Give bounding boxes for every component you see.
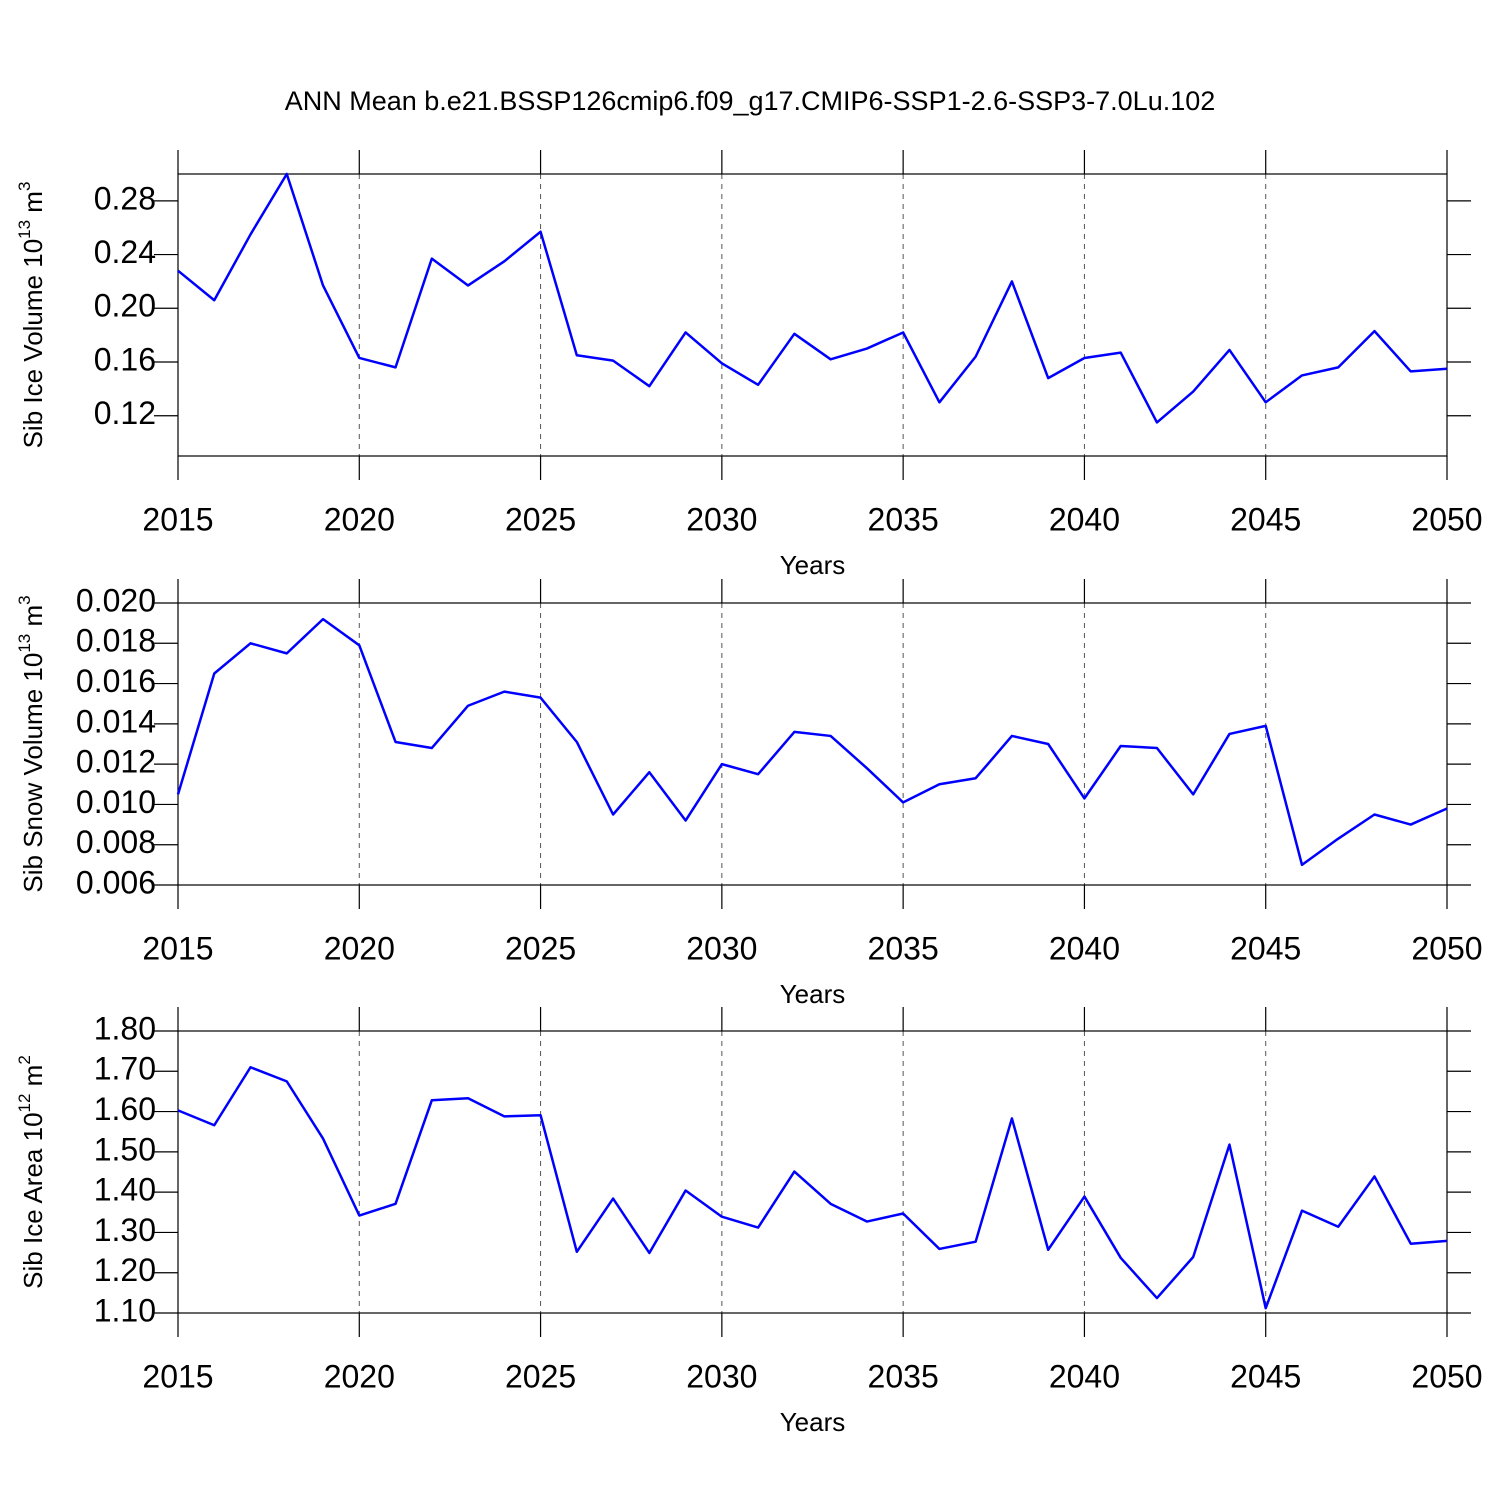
x-tick-label: 2040 [1049, 930, 1120, 966]
y-tick-label: 0.014 [76, 703, 156, 739]
x-tick-label: 2045 [1230, 930, 1301, 966]
y-axis-label-part: m [18, 191, 48, 220]
chart-title: ANN Mean b.e21.BSSP126cmip6.f09_g17.CMIP… [285, 86, 1216, 116]
y-axis-label: Sib Ice Volume 1013 m3 [15, 182, 48, 449]
data-line [177, 1066, 1448, 1310]
x-tick-label: 2030 [686, 930, 757, 966]
y-tick-label: 1.10 [94, 1292, 156, 1328]
x-tick-label: 2040 [1049, 1358, 1120, 1394]
x-tick-label: 2025 [505, 501, 576, 537]
y-tick-label: 1.70 [94, 1051, 156, 1087]
x-tick-label: 2015 [142, 501, 213, 537]
y-tick-label: 1.30 [94, 1212, 156, 1248]
x-axis-label: Years [780, 1407, 846, 1437]
y-axis-label-part: m [18, 605, 48, 634]
y-axis-label-part: 3 [15, 182, 34, 191]
y-axis-label-part: 3 [15, 595, 34, 604]
x-tick-label: 2050 [1411, 930, 1482, 966]
data-line [176, 617, 1448, 867]
y-tick-label: 0.012 [76, 744, 156, 780]
y-tick-label: 0.12 [94, 395, 156, 431]
y-tick-label: 1.40 [94, 1172, 156, 1208]
y-tick-label: 0.006 [76, 864, 156, 900]
x-tick-label: 2020 [324, 501, 395, 537]
x-tick-label: 2040 [1049, 501, 1120, 537]
x-tick-label: 2050 [1411, 501, 1482, 537]
y-tick-label: 1.80 [94, 1010, 156, 1046]
y-axis-label-part: Sib Ice Volume 10 [18, 239, 48, 449]
data-line [177, 172, 1448, 424]
y-tick-label: 0.008 [76, 824, 156, 860]
y-tick-label: 1.60 [94, 1091, 156, 1127]
x-tick-label: 2020 [324, 930, 395, 966]
y-tick-label: 0.20 [94, 288, 156, 324]
y-axis-label: Sib Ice Area 1012 m2 [15, 1055, 48, 1289]
x-tick-label: 2035 [868, 1358, 939, 1394]
x-tick-label: 2050 [1411, 1358, 1482, 1394]
y-axis-label-part: m [18, 1065, 48, 1094]
y-tick-label: 0.020 [76, 582, 156, 618]
y-tick-label: 0.010 [76, 784, 156, 820]
plot-frame [177, 602, 1448, 886]
plot-frame [177, 1030, 1448, 1314]
x-tick-label: 2025 [505, 930, 576, 966]
x-tick-label: 2035 [868, 501, 939, 537]
x-axis-label: Years [780, 550, 846, 580]
x-tick-label: 2045 [1230, 1358, 1301, 1394]
y-axis-label: Sib Snow Volume 1013 m3 [15, 595, 48, 892]
y-axis-label-part: Sib Snow Volume 10 [18, 653, 48, 893]
x-tick-label: 2015 [142, 1358, 213, 1394]
x-tick-label: 2030 [686, 501, 757, 537]
x-tick-label: 2015 [142, 930, 213, 966]
y-axis-label-part: Sib Ice Area 10 [18, 1112, 48, 1288]
y-axis-label-part: 12 [15, 1094, 34, 1113]
y-tick-label: 1.20 [94, 1252, 156, 1288]
x-axis-label: Years [780, 979, 846, 1009]
x-tick-label: 2025 [505, 1358, 576, 1394]
y-tick-label: 0.016 [76, 663, 156, 699]
y-axis-label-part: 13 [15, 220, 34, 239]
y-tick-label: 0.16 [94, 341, 156, 377]
x-tick-label: 2030 [686, 1358, 757, 1394]
y-tick-label: 1.50 [94, 1131, 156, 1167]
x-tick-label: 2045 [1230, 501, 1301, 537]
y-tick-label: 0.24 [94, 234, 156, 270]
y-tick-label: 0.28 [94, 180, 156, 216]
x-tick-label: 2035 [868, 930, 939, 966]
y-axis-label-part: 2 [15, 1055, 34, 1064]
x-tick-label: 2020 [324, 1358, 395, 1394]
y-tick-label: 0.018 [76, 623, 156, 659]
plot-frame [177, 173, 1448, 457]
y-axis-label-part: 13 [15, 634, 34, 653]
